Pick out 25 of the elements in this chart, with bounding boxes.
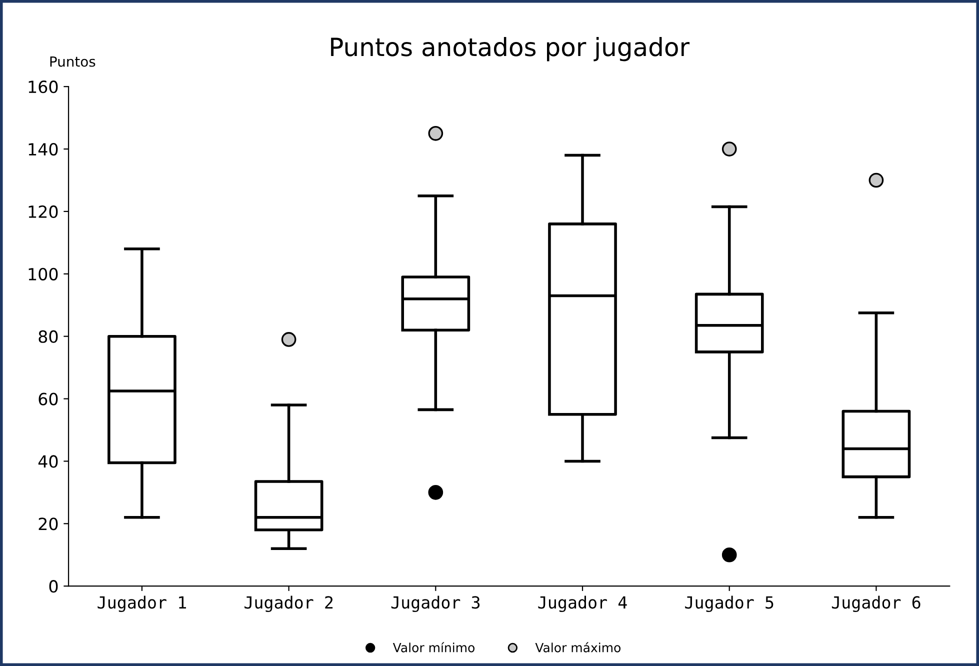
legend-label: Valor mínimo — [392, 642, 474, 652]
point — [722, 547, 737, 562]
point — [722, 142, 737, 156]
point — [428, 126, 444, 141]
y-tick-label: 40 — [38, 455, 58, 468]
y-tick-label: 160 — [28, 80, 58, 94]
y-tick-label: 20 — [38, 518, 58, 530]
x-tick-label: Jugador 3 — [391, 596, 480, 612]
point — [428, 485, 444, 500]
y-tick-label: 80 — [38, 330, 58, 343]
x-tick-label: Jugador 5 — [685, 596, 774, 612]
y-tick-label: 120 — [28, 205, 58, 218]
x-tick-label: Jugador 2 — [244, 596, 333, 612]
legend-label: Valor máximo — [535, 642, 620, 652]
y-tick-label: 0 — [49, 580, 58, 593]
point — [281, 332, 296, 347]
x-tick-label: Jugador 4 — [538, 596, 627, 612]
x-tick-label: Jugador 6 — [832, 596, 920, 612]
chart-title: Puntos anotados por jugador — [331, 37, 690, 62]
y-tick-label: 100 — [28, 268, 58, 280]
y-axis-title: Puntos — [50, 56, 96, 67]
y-tick-label: 140 — [28, 142, 58, 156]
point — [868, 172, 884, 188]
y-tick-label: 60 — [38, 392, 58, 406]
x-tick-label: Jugador 1 — [98, 596, 186, 612]
